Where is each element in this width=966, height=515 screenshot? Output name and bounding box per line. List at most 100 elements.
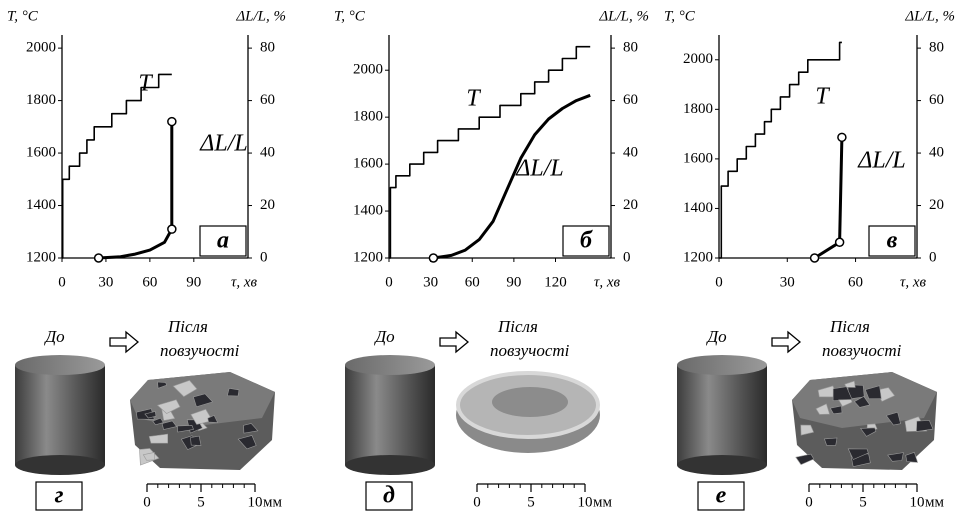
fragment <box>829 405 843 415</box>
data-point <box>93 253 104 263</box>
cylinder-bottom <box>345 455 435 475</box>
cylinder-bottom <box>677 455 767 475</box>
fragment <box>847 448 869 460</box>
y-tick-label: 1200 <box>26 249 56 265</box>
panel-label-box <box>199 225 247 257</box>
arrow <box>439 330 470 354</box>
fragment <box>157 381 168 389</box>
x-axis-label: τ, хв <box>900 274 927 290</box>
fragment <box>172 380 198 397</box>
scale-unit: мм <box>263 494 282 510</box>
data-point <box>837 132 847 143</box>
data-point <box>809 253 820 263</box>
fragment <box>885 411 901 426</box>
after-label-2: повзучості <box>822 341 902 360</box>
panel-label: в <box>887 228 898 254</box>
panel-label-box <box>562 225 610 257</box>
data-point <box>834 237 845 248</box>
fragment <box>795 453 815 465</box>
y2-tick-label: 0 <box>929 249 937 265</box>
fragment <box>148 433 168 444</box>
fragment <box>190 435 202 446</box>
x-tick-label: 60 <box>465 274 480 290</box>
scale-tick-label: 5 <box>527 494 535 510</box>
after-label-1: Після <box>829 317 870 336</box>
scale-unit: мм <box>925 494 944 510</box>
x-tick-label: 60 <box>142 274 157 290</box>
y2-axis-label: ΔL/L, % <box>904 8 955 24</box>
scale-tick-label: 10 <box>248 494 263 510</box>
fragment <box>152 417 164 426</box>
photo-label-box <box>35 481 83 511</box>
fragment <box>190 408 213 425</box>
fragment <box>815 403 830 415</box>
y-tick-label: 1800 <box>683 101 713 117</box>
y2-tick-label: 20 <box>929 197 944 213</box>
series-label: T <box>815 84 830 110</box>
y-tick-label: 1800 <box>353 109 383 125</box>
after-label-1: Після <box>497 317 538 336</box>
x-tick-label: 30 <box>423 274 438 290</box>
y-tick-label: 1800 <box>26 92 56 108</box>
x-tick-label: 120 <box>544 274 567 290</box>
cylinder-body <box>677 365 767 465</box>
y2-tick-label: 40 <box>929 144 944 160</box>
fragment <box>853 396 871 408</box>
y2-tick-label: 80 <box>929 40 944 56</box>
y-tick-label: 2000 <box>683 51 713 67</box>
fragment <box>844 380 856 388</box>
fragment <box>905 451 919 463</box>
y2-tick-label: 60 <box>623 92 638 108</box>
fragment <box>864 385 882 400</box>
y2-axis-label: ΔL/L, % <box>598 8 649 24</box>
fragment <box>156 399 181 414</box>
y-tick-label: 1400 <box>683 200 713 216</box>
cylinder-top <box>677 355 767 375</box>
y2-tick-label: 40 <box>623 144 638 160</box>
y-axis-label: T, °C <box>664 8 696 24</box>
fragment <box>860 427 877 437</box>
fragment <box>838 399 853 407</box>
fragment <box>177 425 194 433</box>
y2-tick-label: 80 <box>623 40 638 56</box>
photo-label-box <box>365 481 413 511</box>
data-point <box>167 224 177 234</box>
y-tick-label: 1200 <box>683 249 713 265</box>
series-line <box>389 45 591 259</box>
panel-label: б <box>580 228 593 254</box>
data-point <box>428 253 439 263</box>
fragment <box>237 435 257 450</box>
after-label-2: повзучості <box>160 341 240 360</box>
y-tick-label: 1400 <box>353 202 383 218</box>
fragment <box>823 437 838 446</box>
x-axis-label: τ, хв <box>594 274 621 290</box>
series-label: ΔL/L <box>515 156 563 182</box>
series-label: T <box>466 86 481 112</box>
y2-tick-label: 40 <box>260 144 275 160</box>
cylinder-body <box>15 365 105 465</box>
photo-panel: До Після повзучості д 0 5 10 мм <box>345 317 612 511</box>
series-line <box>98 121 174 260</box>
scale-unit: мм <box>593 494 612 510</box>
x-tick-label: 0 <box>385 274 393 290</box>
photo-label: е <box>716 483 727 509</box>
scale-tick-label: 10 <box>910 494 925 510</box>
y2-tick-label: 60 <box>929 92 944 108</box>
y-axis-label: T, °C <box>334 8 366 24</box>
y-tick-label: 2000 <box>353 62 383 78</box>
scale-tick-label: 5 <box>197 494 205 510</box>
x-tick-label: 90 <box>506 274 521 290</box>
y2-tick-label: 80 <box>260 40 275 56</box>
panel-label-box <box>868 225 916 257</box>
series-line <box>433 93 591 260</box>
y2-axis-label: ΔL/L, % <box>235 8 286 24</box>
fragment <box>161 420 178 430</box>
fragment <box>887 452 904 462</box>
scale-tick-label: 0 <box>473 494 481 510</box>
cylinder-top <box>15 355 105 375</box>
y-tick-label: 1600 <box>26 144 56 160</box>
x-tick-label: 30 <box>780 274 795 290</box>
fragment <box>916 420 934 432</box>
y2-tick-label: 20 <box>260 197 275 213</box>
cylinder-bottom <box>15 455 105 475</box>
